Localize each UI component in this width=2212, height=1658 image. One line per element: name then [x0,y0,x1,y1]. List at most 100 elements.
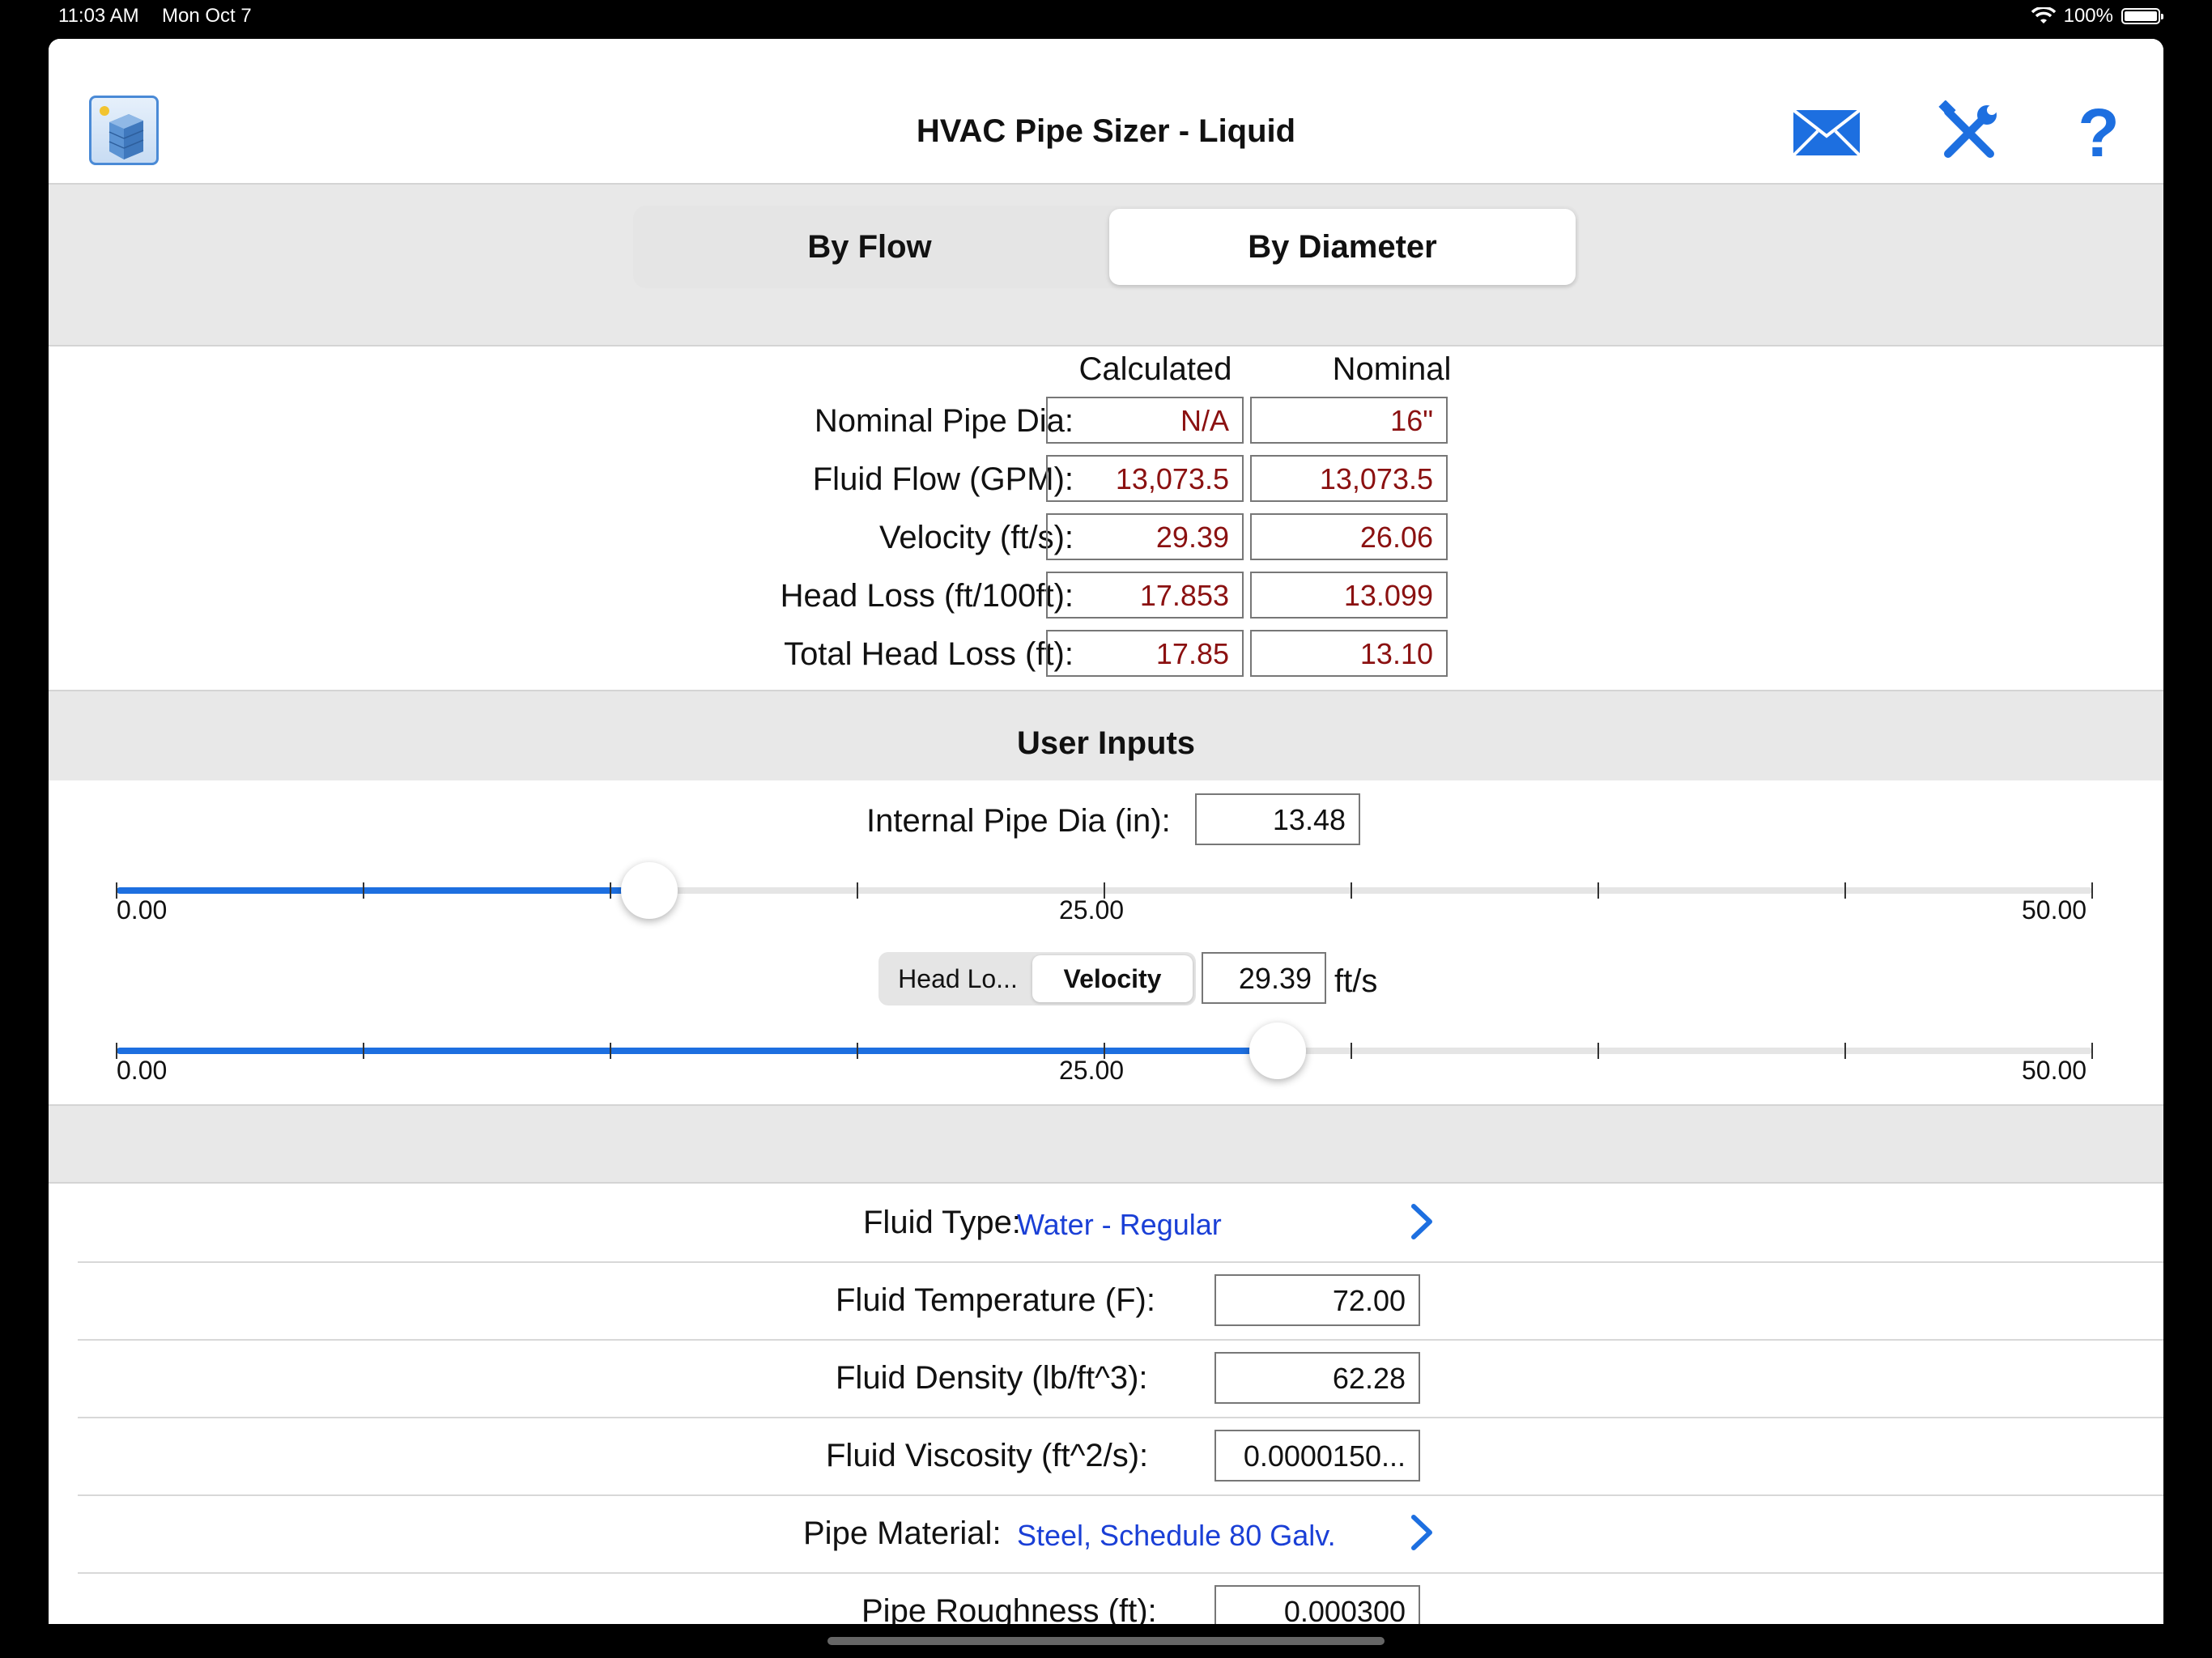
fluid-density-input[interactable]: 62.28 [1214,1352,1420,1404]
nav-bar: HVAC Pipe Sizer - Liquid ? [49,39,2163,185]
slider-tick [857,1043,858,1059]
user-inputs-title: User Inputs [1016,725,1196,761]
nominal-nominal-pipe-dia: 16" [1250,397,1448,444]
calc-velocity: 29.39 [1046,513,1244,560]
user-inputs-header: User Inputs [49,690,2163,782]
slider-tick [363,882,364,899]
slider-fill [117,887,649,894]
slider1-mid-label: 25.00 [1059,895,1125,925]
pipe-material-row[interactable]: Pipe Material: Steel, Schedule 80 Galv. [78,1494,2163,1574]
pipe-roughness-row: Pipe Roughness (ft): 0.000300 [78,1572,2163,1624]
wifi-icon [2031,7,2056,23]
nominal-velocity: 26.06 [1250,513,1448,560]
velocity-slider-thumb[interactable] [1249,1022,1307,1079]
fluid-type-row[interactable]: Fluid Type: Water - Regular [78,1184,2163,1263]
label-velocity: Velocity (ft/s): [878,520,1074,555]
velocity-input[interactable]: 29.39 [1202,952,1326,1004]
battery-percent: 100% [2063,5,2113,27]
nav-title: HVAC Pipe Sizer - Liquid [916,113,1296,149]
target-mode-segmented-control: Head Lo... Velocity [878,952,1196,1005]
slider-tick [1104,1043,1105,1059]
calc-total-head-loss: 17.85 [1046,630,1244,677]
fluid-temperature-input[interactable]: 72.00 [1214,1274,1420,1326]
header-calculated: Calculated [1078,351,1232,387]
slider-tick [2091,1043,2093,1059]
internal-dia-input[interactable]: 13.48 [1195,793,1360,845]
header-nominal: Nominal [1332,351,1452,387]
mode-segmented-control: By Flow By Diameter [633,206,1579,288]
slider-tick [1351,1043,1352,1059]
slider-tick [116,882,117,899]
fluid-viscosity-row: Fluid Viscosity (ft^2/s): 0.0000150... [78,1417,2163,1496]
segment-velocity[interactable]: Velocity [1032,955,1193,1002]
nominal-total-head-loss: 13.10 [1250,630,1448,677]
slider2-min-label: 0.00 [117,1056,168,1085]
nominal-head-loss: 13.099 [1250,572,1448,619]
tools-icon [1938,100,1997,158]
help-button[interactable]: ? [2058,92,2139,173]
spacer-band [49,1104,2163,1184]
pipe-material-label: Pipe Material: [803,1516,1002,1551]
slider2-mid-label: 25.00 [1059,1056,1125,1085]
fluid-temperature-label: Fluid Temperature (F): [836,1282,1155,1318]
label-nominal-pipe-dia: Nominal Pipe Dia: [814,403,1074,439]
slider-tick [1104,882,1105,899]
calc-head-loss: 17.853 [1046,572,1244,619]
properties-section: Fluid Type: Water - Regular Fluid Temper… [49,1184,2163,1624]
building-icon [108,114,144,159]
mode-band: By Flow By Diameter [49,185,2163,346]
slider-tick [610,882,611,899]
segment-by-diameter[interactable]: By Diameter [1109,209,1576,285]
label-total-head-loss: Total Head Loss (ft): [784,636,1074,672]
pipe-roughness-input[interactable]: 0.000300 [1214,1585,1420,1624]
slider1-min-label: 0.00 [117,895,168,925]
user-inputs-section: Internal Pipe Dia (in): 13.48 0.00 25.00… [49,780,2163,1104]
slider-tick [363,1043,364,1059]
calc-fluid-flow: 13,073.5 [1046,455,1244,502]
results-section: Calculated Nominal Nominal Pipe Dia: N/A… [49,346,2163,690]
internal-dia-slider-thumb[interactable] [620,862,678,919]
fluid-density-row: Fluid Density (lb/ft^3): 62.28 [78,1339,2163,1418]
slider-fill [117,1048,1278,1054]
fluid-viscosity-label: Fluid Viscosity (ft^2/s): [826,1438,1149,1473]
segment-by-flow[interactable]: By Flow [807,228,932,265]
home-indicator [827,1637,1385,1645]
app-window: HVAC Pipe Sizer - Liquid ? By Flow [49,39,2163,1624]
slider-tick [1844,882,1846,899]
slider-tick [116,1043,117,1059]
slider-tick [1597,882,1599,899]
slider-tick [1351,882,1352,899]
fluid-type-value[interactable]: Water - Regular [1017,1208,1222,1241]
app-building-icon[interactable] [89,96,159,165]
slider1-max-label: 50.00 [2022,895,2087,925]
battery-icon [2121,8,2163,24]
tools-button[interactable] [1929,92,2010,173]
label-head-loss: Head Loss (ft/100ft): [780,578,1074,614]
status-date: Mon Oct 7 [162,5,252,27]
calc-nominal-pipe-dia: N/A [1046,397,1244,444]
status-bar: 11:03 AM Mon Oct 7 100% [0,0,2212,37]
segment-head-loss[interactable]: Head Lo... [898,964,1018,993]
pipe-material-value[interactable]: Steel, Schedule 80 Galv. [1017,1519,1336,1552]
slider-tick [857,882,858,899]
internal-dia-label: Internal Pipe Dia (in): [866,803,1171,839]
fluid-temperature-row: Fluid Temperature (F): 72.00 [78,1261,2163,1341]
status-time: 11:03 AM [58,5,139,27]
pipe-roughness-label: Pipe Roughness (ft): [861,1593,1157,1624]
nominal-fluid-flow: 13,073.5 [1250,455,1448,502]
fluid-type-label: Fluid Type: [863,1205,1021,1240]
slider-tick [2091,882,2093,899]
question-mark-icon: ? [2078,94,2120,171]
velocity-unit: ft/s [1334,963,1378,999]
status-right: 100% [2031,5,2163,28]
slider-tick [1597,1043,1599,1059]
chevron-right-icon[interactable] [1406,1512,1438,1553]
slider-tick [610,1043,611,1059]
fluid-viscosity-input[interactable]: 0.0000150... [1214,1430,1420,1482]
label-fluid-flow: Fluid Flow (GPM): [812,461,1074,497]
chevron-right-icon[interactable] [1406,1201,1438,1242]
sun-icon [100,106,109,116]
mail-button[interactable] [1786,92,1867,173]
fluid-density-label: Fluid Density (lb/ft^3): [836,1360,1148,1396]
slider2-max-label: 50.00 [2022,1056,2087,1085]
